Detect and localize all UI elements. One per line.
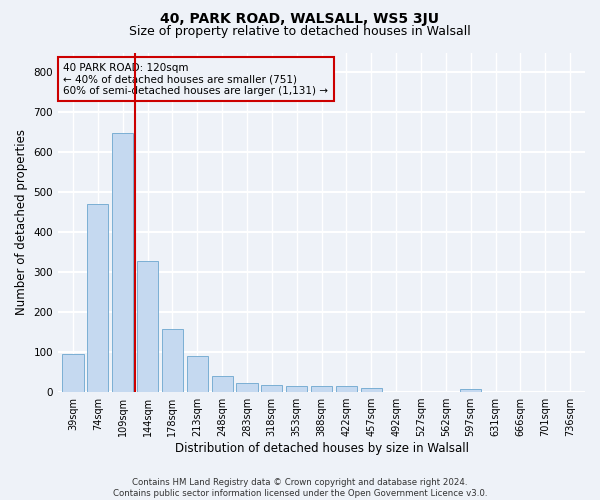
Text: Size of property relative to detached houses in Walsall: Size of property relative to detached ho… [129, 25, 471, 38]
Bar [87, 204, 109, 392]
Bar [162, 329, 183, 392]
Text: 40 PARK ROAD: 120sqm
← 40% of detached houses are smaller (751)
60% of semi-deta: 40 PARK ROAD: 120sqm ← 40% of detached h… [64, 62, 328, 96]
Bar [460, 389, 481, 392]
Bar [236, 383, 257, 392]
Y-axis label: Number of detached properties: Number of detached properties [15, 130, 28, 316]
Bar [361, 388, 382, 392]
Bar [187, 356, 208, 392]
Bar [261, 386, 283, 392]
Bar [137, 262, 158, 392]
Bar [62, 354, 83, 392]
Text: Contains HM Land Registry data © Crown copyright and database right 2024.
Contai: Contains HM Land Registry data © Crown c… [113, 478, 487, 498]
X-axis label: Distribution of detached houses by size in Walsall: Distribution of detached houses by size … [175, 442, 469, 455]
Text: 40, PARK ROAD, WALSALL, WS5 3JU: 40, PARK ROAD, WALSALL, WS5 3JU [161, 12, 439, 26]
Bar [286, 386, 307, 392]
Bar [112, 133, 133, 392]
Bar [336, 386, 357, 392]
Bar [311, 386, 332, 392]
Bar [212, 376, 233, 392]
